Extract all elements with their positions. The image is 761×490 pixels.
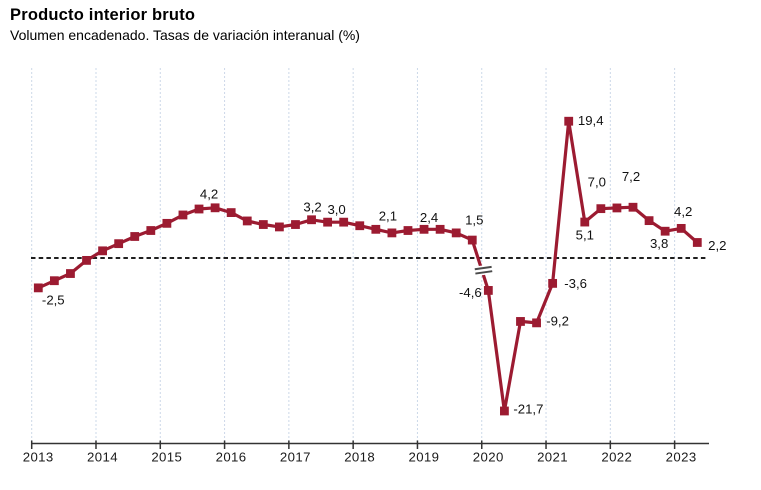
x-axis-year-label: 2018 — [344, 450, 375, 465]
data-point — [548, 278, 558, 288]
data-point — [451, 228, 461, 238]
data-point-label: 1,5 — [465, 213, 483, 228]
data-point — [692, 238, 702, 247]
data-point — [612, 203, 622, 213]
scale-break-bar — [475, 270, 493, 275]
data-point — [435, 224, 445, 234]
data-point-label: 4,2 — [200, 186, 218, 201]
data-point — [564, 116, 574, 126]
data-point-label: 7,2 — [622, 169, 640, 184]
data-point — [676, 223, 686, 233]
chart-header: Producto interior bruto Volumen encadena… — [10, 5, 360, 45]
scale-break-bar — [474, 265, 492, 271]
data-point — [49, 276, 59, 286]
data-point-label: -2,5 — [42, 292, 65, 307]
data-point — [114, 239, 124, 249]
data-point — [210, 203, 220, 213]
data-point-label: 7,0 — [588, 174, 606, 189]
data-point-label: 4,2 — [674, 204, 692, 219]
data-point-label: 2,2 — [708, 238, 726, 253]
data-point — [532, 318, 541, 328]
data-point — [178, 210, 188, 220]
data-point-label: 3,2 — [303, 199, 321, 214]
data-point — [516, 317, 525, 326]
data-point-label: -9,2 — [546, 313, 569, 328]
data-point-label: 2,1 — [379, 209, 397, 224]
scale-break-gap — [473, 264, 494, 277]
x-axis-year-label: 2014 — [87, 450, 118, 465]
data-point — [403, 226, 413, 235]
x-axis-year-label: 2023 — [666, 450, 697, 465]
data-point — [628, 202, 638, 212]
data-point — [162, 218, 172, 228]
data-point — [644, 216, 654, 226]
data-point — [291, 220, 300, 229]
data-point-label: 5,1 — [576, 228, 594, 243]
data-point — [387, 228, 397, 238]
data-point-label: 2,4 — [420, 210, 438, 225]
data-point — [194, 204, 204, 214]
data-point — [355, 221, 365, 231]
data-point — [130, 232, 140, 241]
data-point — [146, 226, 156, 235]
data-point — [371, 224, 381, 234]
data-point — [467, 235, 477, 245]
data-point — [98, 246, 107, 256]
x-axis-year-label: 2020 — [473, 450, 504, 465]
x-axis-year-label: 2019 — [408, 450, 439, 465]
x-axis-year-label: 2013 — [23, 450, 54, 465]
data-point-label: -4,6 — [459, 285, 482, 300]
data-point — [419, 224, 429, 234]
x-axis-year-label: 2021 — [537, 450, 568, 465]
data-point-label: -21,7 — [513, 402, 543, 417]
data-point — [339, 217, 349, 227]
x-axis-year-label: 2016 — [216, 450, 247, 465]
data-point — [242, 216, 252, 226]
data-point — [500, 406, 509, 416]
data-point — [323, 217, 333, 227]
data-point-label: 3,0 — [327, 202, 345, 217]
x-axis-year-label: 2017 — [280, 450, 311, 465]
data-point-label: -3,6 — [564, 276, 587, 291]
scale-break-marker — [473, 264, 494, 277]
data-point — [307, 215, 316, 225]
chart-subtitle: Volumen encadenado. Tasas de variación i… — [10, 27, 360, 43]
data-point — [660, 226, 670, 236]
data-point — [274, 222, 284, 232]
x-axis-year-label: 2015 — [151, 450, 182, 465]
data-point-label: 19,4 — [578, 113, 604, 128]
data-point — [580, 217, 590, 227]
x-axis-year-label: 2022 — [601, 450, 632, 465]
data-point — [226, 208, 236, 217]
data-point — [596, 204, 606, 214]
data-point — [33, 283, 43, 293]
data-point — [66, 269, 75, 278]
data-point — [258, 220, 268, 229]
data-point — [82, 255, 91, 265]
chart-title: Producto interior bruto — [10, 6, 196, 24]
data-point-label: 3,8 — [650, 236, 668, 251]
gdp-line — [36, 119, 699, 413]
data-point — [483, 286, 493, 295]
